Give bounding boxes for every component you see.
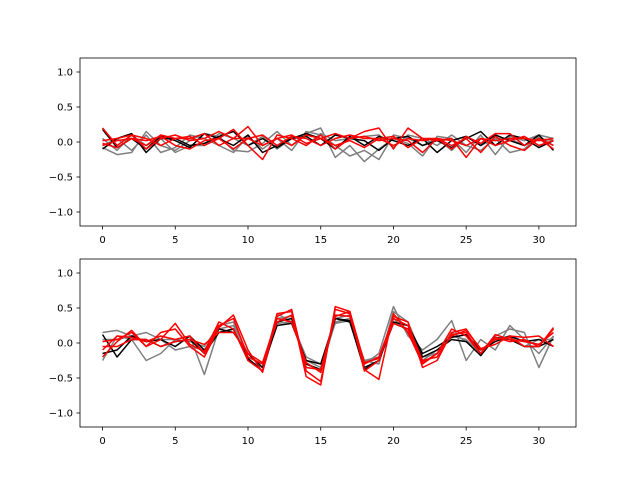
x-tick-label: 30 (533, 235, 546, 246)
y-tick-label: 0.0 (57, 138, 73, 149)
bottom-axes: 0 5 10 15 20 25 30 −1.0 −0.5 0.0 0.5 1.0 (49, 258, 577, 447)
y-tick-label: −0.5 (49, 173, 73, 184)
y-tick-label: 1.0 (57, 269, 73, 280)
series-line-3 (101, 128, 554, 154)
y-tick-label: −1.0 (49, 208, 73, 219)
series-line-4 (102, 130, 554, 154)
y-tick-label: 0.5 (57, 304, 73, 315)
x-tick-label: 20 (387, 436, 400, 447)
x-tick-label: 0 (99, 235, 105, 246)
top-axes: 0 5 10 15 20 25 30 −1.0 −0.5 0.0 0.5 1.0 (49, 57, 577, 246)
series-line-8 (102, 134, 554, 150)
x-tick-label: 5 (172, 436, 178, 447)
x-tick-label: 15 (314, 436, 327, 447)
series-line-8 (102, 310, 554, 374)
y-tick-label: 0.0 (57, 339, 73, 350)
x-tick-label: 25 (460, 235, 473, 246)
x-tick-label: 15 (314, 235, 327, 246)
x-tick-label: 25 (460, 436, 473, 447)
x-tick-label: 10 (242, 235, 255, 246)
x-tick-label: 0 (99, 436, 105, 447)
y-tick-label: −1.0 (49, 409, 73, 420)
x-tick-label: 10 (242, 436, 255, 447)
y-tick-label: −0.5 (49, 374, 73, 385)
x-tick-label: 30 (533, 436, 546, 447)
x-tick-label: 20 (387, 235, 400, 246)
y-tick-label: 1.0 (57, 68, 73, 79)
y-tick-label: 0.5 (57, 103, 73, 114)
x-tick-label: 5 (172, 235, 178, 246)
